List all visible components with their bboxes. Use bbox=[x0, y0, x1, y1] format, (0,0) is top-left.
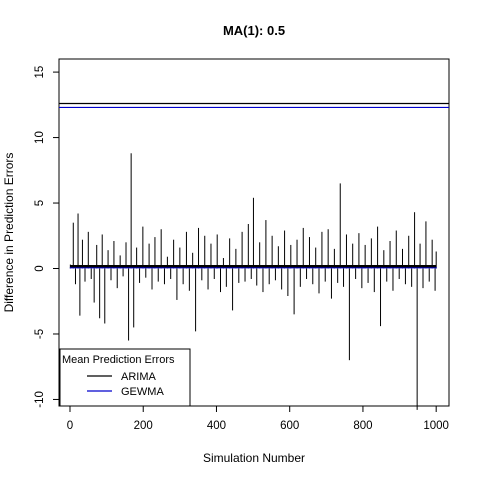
legend: Mean Prediction Errors ARIMA GEWMA bbox=[59, 348, 191, 407]
chart-title: MA(1): 0.5 bbox=[223, 23, 285, 38]
y-tick-label: 5 bbox=[34, 200, 46, 206]
x-tick-label: 0 bbox=[67, 420, 73, 432]
legend-label-arima: ARIMA bbox=[121, 371, 157, 383]
x-tick-label: 200 bbox=[134, 420, 153, 432]
legend-title: Mean Prediction Errors bbox=[62, 354, 175, 366]
y-tick-label: 0 bbox=[34, 265, 46, 271]
x-tick-label: 600 bbox=[280, 420, 299, 432]
x-tick-label: 400 bbox=[207, 420, 226, 432]
y-tick-label: 10 bbox=[34, 131, 46, 144]
y-tick-label: -5 bbox=[34, 329, 46, 339]
series-gewma bbox=[69, 267, 437, 269]
x-axis-label: Simulation Number bbox=[203, 451, 305, 465]
legend-label-gewma: GEWMA bbox=[121, 386, 164, 398]
x-tick-label: 1000 bbox=[423, 420, 449, 432]
y-axis-label: Difference in Prediction Errors bbox=[2, 153, 16, 313]
x-tick-label: 800 bbox=[353, 420, 372, 432]
legend-box bbox=[59, 348, 191, 407]
series-arima bbox=[69, 153, 437, 410]
reference-lines bbox=[59, 102, 449, 109]
y-tick-label: 15 bbox=[34, 66, 46, 79]
y-tick-label: -10 bbox=[34, 391, 46, 408]
series-layer bbox=[69, 153, 437, 410]
y-axis: -10 -5 0 5 10 15 bbox=[34, 66, 60, 408]
x-axis: 0 200 400 600 800 1000 bbox=[67, 405, 449, 432]
